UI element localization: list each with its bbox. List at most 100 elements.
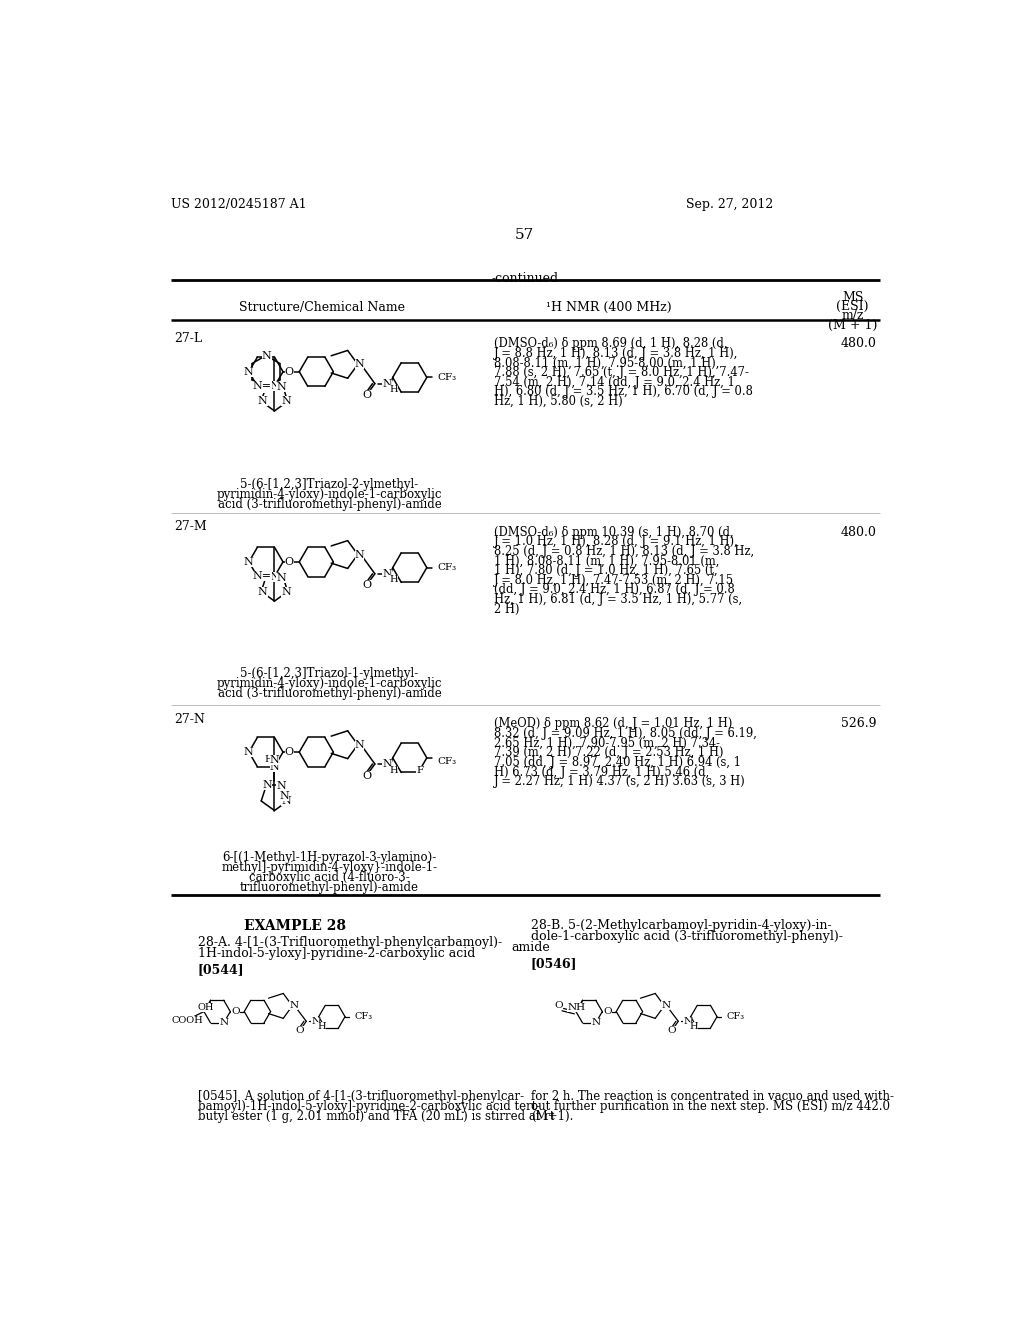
Text: 526.9: 526.9: [841, 718, 877, 730]
Text: J = 1.0 Hz, 1 H), 8.28 (d, J = 9.1 Hz, 1 H),: J = 1.0 Hz, 1 H), 8.28 (d, J = 9.1 Hz, 1…: [494, 536, 738, 548]
Text: CF₃: CF₃: [726, 1012, 744, 1022]
Text: H: H: [389, 385, 397, 395]
Text: N: N: [382, 569, 392, 578]
Text: EXAMPLE 28: EXAMPLE 28: [244, 919, 346, 933]
Text: 27-M: 27-M: [174, 520, 207, 533]
Text: Structure/Chemical Name: Structure/Chemical Name: [239, 301, 404, 314]
Text: O: O: [285, 747, 294, 758]
Text: N: N: [354, 739, 365, 750]
Text: O: O: [231, 1007, 240, 1016]
Text: (M+1).: (M+1).: [531, 1110, 573, 1123]
Text: N: N: [290, 1002, 298, 1010]
Text: N: N: [262, 780, 271, 791]
Text: dole-1-carboxylic acid (3-trifluoromethyl-phenyl)-: dole-1-carboxylic acid (3-trifluoromethy…: [531, 929, 843, 942]
Text: 7.05 (dd, J = 8.97, 2.40 Hz, 1 H) 6.94 (s, 1: 7.05 (dd, J = 8.97, 2.40 Hz, 1 H) 6.94 (…: [494, 756, 740, 770]
Text: H: H: [389, 576, 397, 585]
Text: N: N: [354, 549, 365, 560]
Text: m/z: m/z: [842, 309, 864, 322]
Text: (MeOD) δ ppm 8.62 (d, J = 1.01 Hz, 1 H): (MeOD) δ ppm 8.62 (d, J = 1.01 Hz, 1 H): [494, 718, 732, 730]
Text: acid (3-trifluoromethyl-phenyl)-amide: acid (3-trifluoromethyl-phenyl)-amide: [218, 498, 441, 511]
Text: 8.32 (d, J = 9.09 Hz, 1 H), 8.05 (dd, J = 6.19,: 8.32 (d, J = 9.09 Hz, 1 H), 8.05 (dd, J …: [494, 727, 757, 741]
Text: pyrimidin-4-yloxy)-indole-1-carboxylic: pyrimidin-4-yloxy)-indole-1-carboxylic: [217, 488, 442, 502]
Text: 8.08-8.11 (m, 1 H), 7.95-8.00 (m, 1 H),: 8.08-8.11 (m, 1 H), 7.95-8.00 (m, 1 H),: [494, 356, 719, 370]
Text: CF₃: CF₃: [437, 758, 457, 766]
Text: (DMSO-d₆) δ ppm 8.69 (d, 1 H), 8.28 (d,: (DMSO-d₆) δ ppm 8.69 (d, 1 H), 8.28 (d,: [494, 337, 727, 350]
Text: H), 6.80 (d, J = 3.5 Hz, 1 H), 6.70 (d, J = 0.8: H), 6.80 (d, J = 3.5 Hz, 1 H), 6.70 (d, …: [494, 385, 753, 399]
Text: butyl ester (1 g, 2.01 mmol) and TFA (20 mL) is stirred at rt: butyl ester (1 g, 2.01 mmol) and TFA (20…: [198, 1110, 554, 1123]
Text: 7.88 (s, 2 H), 7.65 (t, J = 8.0 Hz, 1 H), 7.47-: 7.88 (s, 2 H), 7.65 (t, J = 8.0 Hz, 1 H)…: [494, 366, 749, 379]
Text: N: N: [258, 586, 267, 597]
Text: 480.0: 480.0: [841, 337, 877, 350]
Text: 5-(6-[1,2,3]Triazol-1-ylmethyl-: 5-(6-[1,2,3]Triazol-1-ylmethyl-: [241, 667, 419, 680]
Text: carboxylic acid (4-fluoro-3-: carboxylic acid (4-fluoro-3-: [249, 871, 410, 884]
Text: N: N: [354, 359, 365, 370]
Text: F: F: [417, 767, 423, 775]
Text: 6-[(1-Methyl-1H-pyrazol-3-ylamino)-: 6-[(1-Methyl-1H-pyrazol-3-ylamino)-: [222, 851, 436, 865]
Text: J = 2.27 Hz, 1 H) 4.37 (s, 2 H) 3.63 (s, 3 H): J = 2.27 Hz, 1 H) 4.37 (s, 2 H) 3.63 (s,…: [494, 775, 745, 788]
Text: N: N: [269, 381, 280, 391]
Text: 1 H), 8.08-8.11 (m, 1 H), 7.95-8.01 (m,: 1 H), 8.08-8.11 (m, 1 H), 7.95-8.01 (m,: [494, 554, 719, 568]
Text: N: N: [261, 383, 270, 393]
Text: 2 H): 2 H): [494, 603, 519, 615]
Text: N: N: [282, 586, 291, 597]
Text: N: N: [382, 379, 392, 388]
Text: 7.39 (m, 2 H) 7.22 (d, J = 2.53 Hz, 1 H): 7.39 (m, 2 H) 7.22 (d, J = 2.53 Hz, 1 H): [494, 746, 723, 759]
Text: H: H: [389, 766, 397, 775]
Text: ¹H NMR (400 MHz): ¹H NMR (400 MHz): [546, 301, 672, 314]
Text: (dd, J = 9.0, 2.4 Hz, 1 H), 6.87 (d, J = 0.8: (dd, J = 9.0, 2.4 Hz, 1 H), 6.87 (d, J =…: [494, 583, 734, 597]
Text: N: N: [280, 791, 289, 801]
Text: [0544]: [0544]: [198, 964, 245, 975]
Text: CF₃: CF₃: [437, 374, 457, 381]
Text: Hz, 1 H), 6.81 (d, J = 3.5 Hz, 1 H), 5.77 (s,: Hz, 1 H), 6.81 (d, J = 3.5 Hz, 1 H), 5.7…: [494, 593, 742, 606]
Text: O: O: [555, 1001, 563, 1010]
Text: MS: MS: [842, 290, 863, 304]
Text: N=: N=: [253, 381, 271, 391]
Text: NH: NH: [567, 1003, 586, 1012]
Text: J = 8.8 Hz, 1 H), 8.13 (d, J = 3.8 Hz, 1 H),: J = 8.8 Hz, 1 H), 8.13 (d, J = 3.8 Hz, 1…: [494, 347, 738, 359]
Text: [0545]  A solution of 4-[1-(3-trifluoromethyl-phenylcar-: [0545] A solution of 4-[1-(3-trifluorome…: [198, 1090, 524, 1104]
Text: N: N: [683, 1016, 692, 1026]
Text: N: N: [311, 1016, 321, 1026]
Text: O: O: [667, 1026, 676, 1035]
Text: 27-N: 27-N: [174, 713, 206, 726]
Text: methyl]-pyrimidin-4-yloxy}-indole-1-: methyl]-pyrimidin-4-yloxy}-indole-1-: [221, 862, 437, 874]
Text: N: N: [276, 781, 286, 791]
Text: Hz, 1 H), 5.80 (s, 2 H): Hz, 1 H), 5.80 (s, 2 H): [494, 395, 623, 408]
Text: O: O: [603, 1007, 612, 1016]
Text: O: O: [285, 367, 294, 376]
Text: COOH: COOH: [171, 1016, 203, 1026]
Text: N: N: [282, 396, 291, 407]
Text: 1 H), 7.80 (d, J = 1.0 Hz, 1 H), 7.65 (t,: 1 H), 7.80 (d, J = 1.0 Hz, 1 H), 7.65 (t…: [494, 564, 718, 577]
Text: Sep. 27, 2012: Sep. 27, 2012: [686, 198, 773, 211]
Text: N=: N=: [253, 572, 271, 581]
Text: O: O: [362, 391, 372, 400]
Text: 5-(6-[1,2,3]Triazol-2-ylmethyl-: 5-(6-[1,2,3]Triazol-2-ylmethyl-: [241, 478, 419, 491]
Text: N: N: [276, 573, 286, 582]
Text: H) 6.73 (d, J = 3.79 Hz, 1 H) 5.46 (d,: H) 6.73 (d, J = 3.79 Hz, 1 H) 5.46 (d,: [494, 766, 709, 779]
Text: (ESI): (ESI): [837, 300, 869, 313]
Text: N: N: [269, 755, 280, 766]
Text: 8.25 (d, J = 0.8 Hz, 1 H), 8.13 (d, J = 3.8 Hz,: 8.25 (d, J = 0.8 Hz, 1 H), 8.13 (d, J = …: [494, 545, 754, 558]
Text: N: N: [219, 1018, 228, 1027]
Text: [0546]: [0546]: [531, 957, 578, 970]
Text: 27-L: 27-L: [174, 331, 203, 345]
Text: OH: OH: [198, 1003, 214, 1012]
Text: 57: 57: [515, 227, 535, 242]
Text: out further purification in the next step. MS (ESI) m/z 442.0: out further purification in the next ste…: [531, 1100, 890, 1113]
Text: N: N: [269, 572, 280, 582]
Text: N: N: [591, 1018, 600, 1027]
Text: (DMSO-d₆) δ ppm 10.39 (s, 1 H), 8.70 (d,: (DMSO-d₆) δ ppm 10.39 (s, 1 H), 8.70 (d,: [494, 525, 733, 539]
Text: O: O: [362, 581, 372, 590]
Text: N: N: [244, 747, 253, 758]
Text: N: N: [262, 351, 271, 360]
Text: (M + 1): (M + 1): [828, 318, 878, 331]
Text: O: O: [362, 771, 372, 780]
Text: H: H: [689, 1022, 698, 1031]
Text: N: N: [269, 762, 280, 772]
Text: H: H: [264, 755, 272, 764]
Text: -continued: -continued: [492, 272, 558, 285]
Text: US 2012/0245187 A1: US 2012/0245187 A1: [171, 198, 306, 211]
Text: N: N: [282, 796, 291, 807]
Text: N: N: [276, 383, 286, 392]
Text: for 2 h. The reaction is concentrated in vacuo and used with-: for 2 h. The reaction is concentrated in…: [531, 1090, 894, 1104]
